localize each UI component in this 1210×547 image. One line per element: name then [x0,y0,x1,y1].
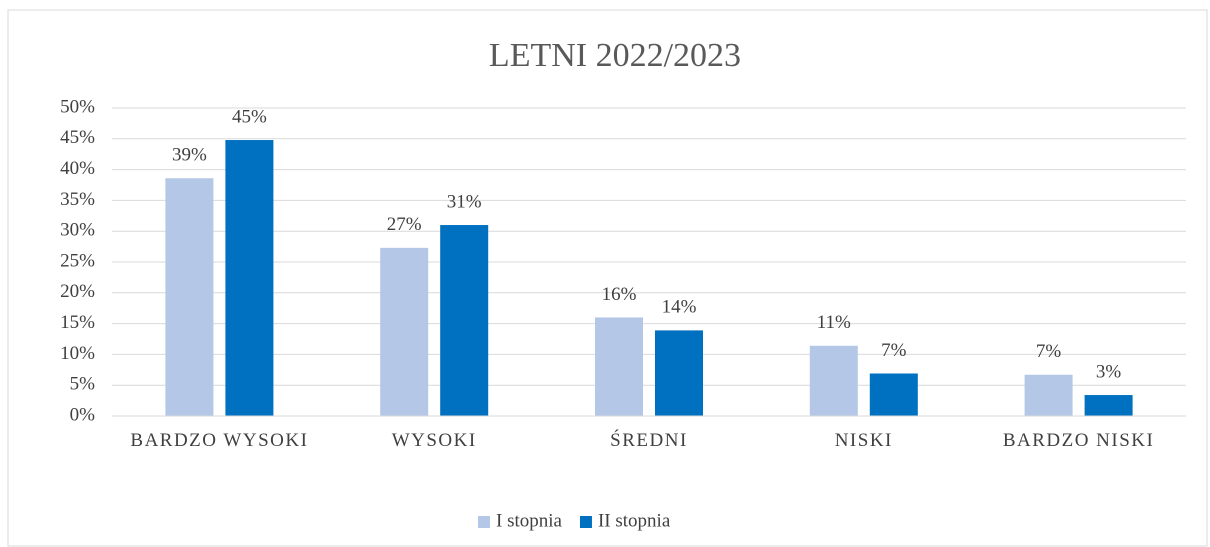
y-tick-label: 40% [60,158,95,179]
data-label: 7% [881,340,907,361]
bar [655,330,703,416]
bar [869,373,918,416]
y-tick-label: 5% [70,374,96,395]
y-tick-label: 30% [60,220,95,241]
data-label: 3% [1096,361,1122,382]
legend-swatch [579,516,592,528]
data-label: 45% [232,106,267,127]
bar [809,345,858,416]
y-tick-label: 10% [60,343,95,364]
x-tick-label-box: WYSOKI [391,430,477,451]
bar [595,317,643,416]
y-tick-label: 50% [60,96,95,117]
x-tick-label: ŚREDNI [610,430,688,451]
data-label: 14% [662,297,697,318]
legend-label: II stopnia [598,510,671,531]
bar [165,178,214,416]
x-tick-label: NISKI [834,430,893,451]
y-tick-label: 15% [60,312,95,333]
data-label: 11% [817,312,851,333]
x-tick-label: BARDZO NISKI [1002,430,1155,451]
y-tick-label: 0% [70,404,96,425]
legend-label: I stopnia [496,510,563,531]
data-label: 31% [447,191,482,212]
data-label: 39% [172,145,207,166]
x-tick-label-box: ŚREDNI [610,430,688,451]
x-tick-label-box: BARDZO WYSOKI [130,430,309,451]
x-tick-label-box: NISKI [834,430,893,451]
y-tick-label: 45% [60,127,95,148]
bar [1024,374,1073,416]
y-tick-label: 35% [60,189,95,210]
y-tick-label: 20% [60,281,95,302]
bar [380,247,429,416]
chart-title: LETNI 2022/2023 [489,37,741,74]
data-label: 16% [602,284,637,305]
bar [1084,395,1133,416]
bar [225,140,274,417]
x-tick-label: BARDZO WYSOKI [130,430,309,451]
x-tick-label: WYSOKI [391,430,477,451]
x-tick-label-box: BARDZO NISKI [1002,430,1155,451]
y-tick-label: 25% [60,250,95,271]
bar [440,225,489,416]
data-label: 7% [1036,341,1062,362]
legend-swatch [478,516,490,528]
data-label: 27% [387,214,422,235]
